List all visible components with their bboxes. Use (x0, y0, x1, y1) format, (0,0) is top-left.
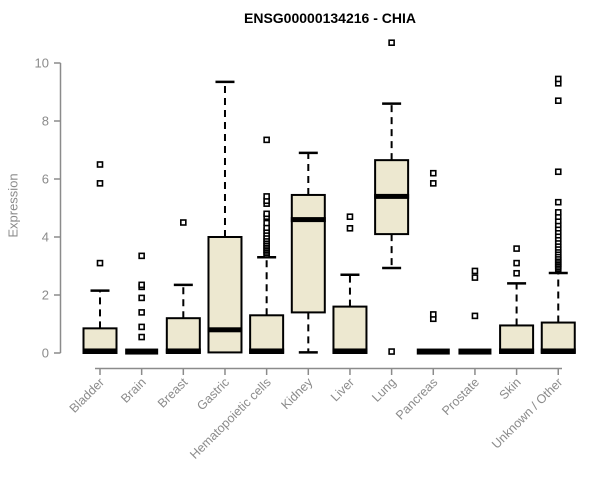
y-tick-label: 2 (42, 288, 49, 303)
outlier-point (138, 252, 145, 260)
x-tick-label-liver: Liver (328, 375, 357, 404)
boxplot-pancreas (416, 169, 450, 355)
outlier-point (138, 309, 145, 316)
x-tick-label-prostate: Prostate (439, 375, 482, 418)
median-line (249, 348, 285, 354)
boxplot-brain (125, 252, 159, 355)
boxplot-gastric (207, 80, 243, 354)
median-line (458, 348, 492, 355)
box (249, 314, 285, 354)
median-line (290, 217, 326, 223)
outlier-point (138, 333, 145, 341)
outlier-point (388, 39, 395, 47)
outlier-point (471, 312, 479, 320)
outlier-point (180, 219, 187, 226)
outlier-point (96, 259, 104, 267)
outlier-point (513, 259, 520, 267)
outlier-point (346, 213, 354, 220)
y-tick-label: 4 (42, 230, 49, 245)
y-axis-label: Expression (5, 173, 21, 238)
boxplot-skin (499, 245, 535, 355)
outlier-point (138, 281, 145, 289)
outlier-point (554, 75, 562, 83)
chart-title: ENSG00000134216 - CHIA (244, 10, 416, 26)
outlier-point (96, 180, 104, 187)
x-tick-label-bladder: Bladder (67, 375, 107, 415)
boxplot-liver (332, 213, 368, 355)
x-tick-label-skin: Skin (497, 375, 524, 402)
outlier-point (429, 311, 437, 318)
outlier-point (429, 169, 437, 177)
x-tick-label-gastric: Gastric (194, 375, 232, 413)
y-tick-label: 0 (42, 346, 49, 361)
boxplot-breast (165, 219, 201, 355)
outlier-point (263, 219, 270, 227)
boxplot-bladder (82, 161, 118, 355)
y-tick-label: 8 (42, 114, 49, 129)
x-tick-label-kidney: Kidney (278, 375, 315, 412)
box (165, 317, 201, 355)
boxplot-lung (374, 39, 410, 355)
outlier-point (429, 180, 437, 187)
outlier-point (263, 193, 270, 200)
boxplot-unknown-other (540, 75, 576, 354)
x-tick-label-breast: Breast (155, 375, 191, 411)
median-line (374, 193, 410, 199)
x-tick-label-lung: Lung (369, 375, 399, 405)
median-line (125, 348, 159, 355)
outlier-point (263, 136, 270, 144)
outlier-point (471, 267, 479, 275)
box (290, 193, 326, 314)
box (332, 305, 368, 355)
median-line (416, 348, 450, 355)
median-line (540, 348, 576, 354)
boxplot-hematopoietic-cells (249, 136, 285, 354)
y-tick-label: 6 (42, 172, 49, 187)
boxplot-prostate (458, 267, 492, 355)
outlier-point (388, 348, 395, 355)
outlier-point (263, 210, 270, 218)
median-line (165, 348, 201, 354)
outlier-point (554, 97, 562, 104)
outlier-point (513, 269, 520, 277)
median-line (207, 327, 243, 333)
x-tick-label-pancreas: Pancreas (393, 375, 440, 422)
outlier-point (471, 274, 479, 281)
outlier-point (138, 323, 145, 331)
outlier-point (554, 198, 562, 206)
outlier-point (346, 225, 354, 232)
x-tick-label-unknown-other: Unknown / Other (489, 375, 565, 451)
box (207, 236, 243, 354)
boxplot-kidney (290, 151, 326, 354)
y-tick-label: 10 (35, 56, 49, 71)
outlier-point (96, 161, 104, 168)
outlier-point (554, 209, 562, 216)
median-line (332, 348, 368, 354)
median-line (499, 348, 535, 354)
median-line (82, 348, 118, 354)
box (499, 324, 535, 355)
outlier-point (513, 245, 520, 252)
outlier-point (554, 168, 562, 176)
box (540, 321, 576, 354)
x-tick-label-brain: Brain (118, 375, 149, 406)
x-tick-label-hematopoietic-cells: Hematopoietic cells (187, 375, 274, 462)
outlier-point (138, 294, 145, 302)
